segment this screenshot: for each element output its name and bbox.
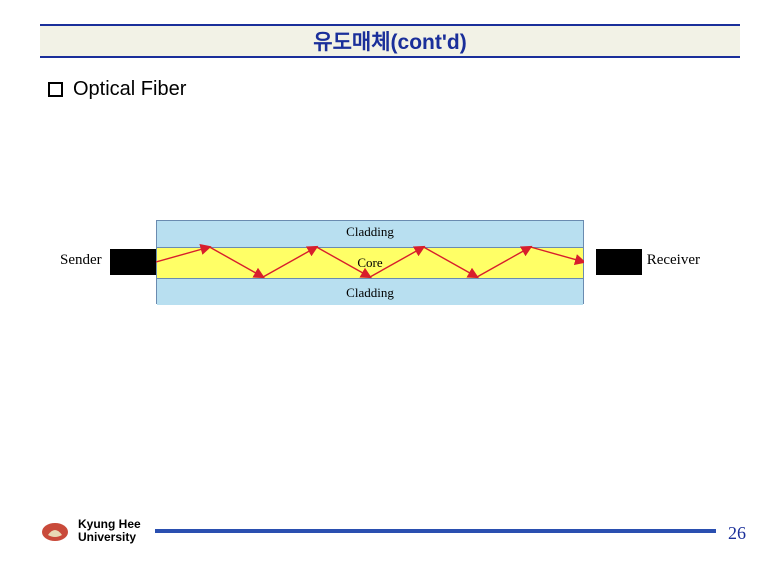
footer: Kyung Hee University 26 bbox=[40, 518, 746, 544]
university-name: Kyung Hee University bbox=[78, 518, 141, 544]
title-bar: 유도매체(cont'd) bbox=[40, 24, 740, 58]
footer-divider bbox=[155, 529, 716, 533]
university-line1: Kyung Hee bbox=[78, 518, 141, 531]
fiber-body: Cladding Core Cladding bbox=[156, 220, 584, 304]
optical-fiber-diagram: Sender Cladding Core Cladding Receiver bbox=[60, 208, 700, 318]
bullet-label: Optical Fiber bbox=[73, 78, 186, 101]
page-number: 26 bbox=[728, 523, 746, 544]
core-layer: Core bbox=[157, 247, 583, 279]
receiver-box bbox=[596, 249, 642, 275]
bullet-line: Optical Fiber bbox=[48, 78, 780, 101]
title-text: 유도매체(cont'd) bbox=[313, 26, 466, 56]
cladding-top-layer: Cladding bbox=[157, 221, 583, 247]
cladding-bottom-layer: Cladding bbox=[157, 279, 583, 305]
receiver-label: Receiver bbox=[647, 252, 700, 269]
bullet-square-icon bbox=[48, 82, 63, 97]
university-line2: University bbox=[78, 531, 141, 544]
university-logo-icon bbox=[40, 519, 70, 543]
sender-label: Sender bbox=[60, 252, 102, 269]
sender-box bbox=[110, 249, 156, 275]
